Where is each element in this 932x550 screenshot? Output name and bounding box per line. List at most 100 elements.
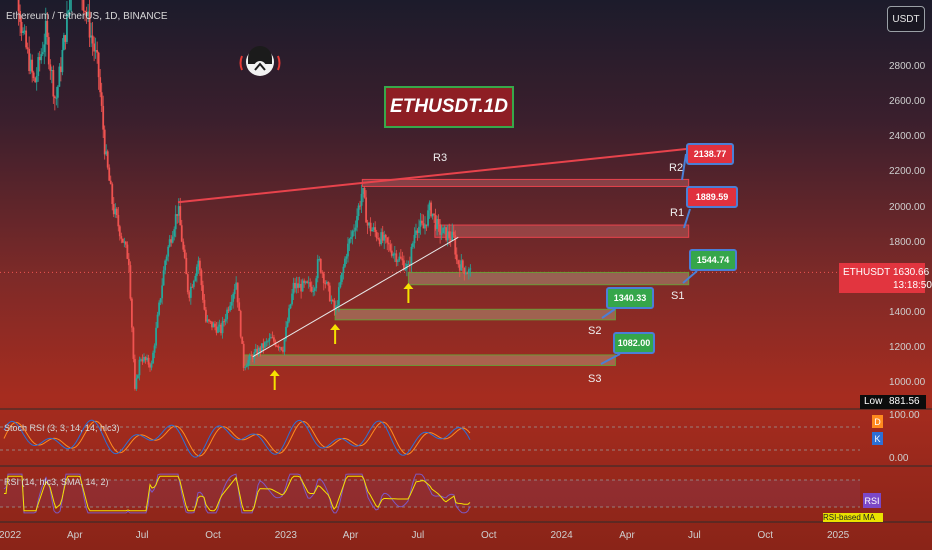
- candle-body: [23, 30, 26, 32]
- candle-body: [372, 227, 375, 230]
- candle-body: [383, 234, 386, 241]
- candle-body: [155, 327, 157, 346]
- candle-body: [244, 367, 247, 369]
- stoch-k-line: [3, 419, 471, 458]
- candle-body: [226, 309, 228, 320]
- symbol-title: Ethereum / TetherUS, 1D, BINANCE: [6, 11, 168, 22]
- author-logo-icon: [239, 46, 281, 76]
- candle-body: [410, 246, 413, 266]
- price-tag-symbol: ETHUSDT: [843, 267, 891, 278]
- candle-body: [248, 355, 251, 361]
- drawn-lines: [177, 146, 698, 358]
- candle-body: [442, 227, 445, 234]
- candle-body: [149, 364, 151, 368]
- candle-body: [52, 70, 55, 97]
- candle-body: [230, 301, 233, 306]
- candle-body: [233, 289, 236, 295]
- candle-body: [132, 327, 135, 359]
- candle-body: [319, 259, 322, 273]
- low-tag-label: Low: [864, 396, 883, 407]
- candle-body: [165, 256, 168, 261]
- candle-body: [359, 205, 361, 207]
- candle-body: [177, 206, 180, 216]
- pane-separators: [0, 271, 932, 523]
- level-label-s1: S1: [671, 290, 685, 302]
- callout-connector: [683, 208, 691, 229]
- candle-body: [90, 35, 93, 38]
- candle-body: [245, 365, 248, 368]
- candle-body: [266, 341, 269, 343]
- candle-body: [235, 282, 238, 290]
- candle-body: [224, 319, 227, 322]
- candle-body: [114, 208, 117, 215]
- candle-body: [88, 11, 91, 38]
- candle-body: [206, 319, 209, 322]
- candle-body: [215, 326, 218, 333]
- candle-body: [392, 254, 395, 256]
- candle-body: [50, 70, 53, 72]
- candle-body: [99, 77, 102, 93]
- candle-body: [117, 215, 120, 227]
- candle-body: [421, 220, 423, 224]
- candle-body: [418, 226, 420, 233]
- candle-body: [297, 283, 300, 288]
- candle-body: [96, 50, 99, 53]
- rsi-band: [0, 480, 860, 507]
- candle-body: [250, 355, 253, 357]
- candle-body: [221, 321, 224, 334]
- last-price-tag: ETHUSDT 1630.66 13:18:50: [839, 263, 932, 293]
- candle-body: [197, 260, 200, 267]
- candle-body: [446, 231, 449, 241]
- rsi-label[interactable]: RSI (14, hlc3, SMA, 14, 2): [4, 477, 109, 487]
- candle-body: [327, 281, 330, 286]
- chart-title-box: ETHUSDT.1D: [384, 86, 514, 128]
- up-arrow-icon: [269, 370, 280, 390]
- candle-body: [200, 270, 203, 286]
- candle-body: [44, 20, 47, 45]
- candle-body: [310, 286, 313, 292]
- quote-currency-button[interactable]: USDT: [887, 6, 925, 32]
- candle-body: [28, 48, 31, 72]
- candle-body: [401, 258, 404, 261]
- level-label-r1: R1: [670, 207, 685, 219]
- candle-body: [180, 225, 183, 242]
- rsi-based-ma-badge: RSI-based MA: [823, 513, 883, 522]
- candle-body: [380, 232, 383, 245]
- time-tick-label: 2023: [274, 530, 297, 541]
- stoch-rsi-label[interactable]: Stoch RSI (3, 3, 14, 14, hlc3): [4, 423, 120, 433]
- candle-body: [393, 253, 396, 255]
- candle-body: [212, 323, 215, 328]
- candle-body: [437, 219, 440, 225]
- low-price-tag: Low 881.56: [860, 395, 926, 409]
- candle-body: [344, 258, 346, 267]
- zone-s2: [334, 308, 616, 321]
- candle-body: [64, 35, 67, 42]
- candle-body: [161, 285, 164, 299]
- candle-body: [265, 341, 268, 343]
- candle-body: [467, 269, 470, 274]
- candle-body: [229, 305, 232, 311]
- candle-body: [19, 10, 21, 22]
- candle-body: [238, 302, 241, 311]
- candle-body: [35, 76, 38, 83]
- time-tick-label: Apr: [66, 530, 83, 541]
- candle-body: [463, 267, 466, 275]
- candle-body: [130, 298, 133, 328]
- candle-body: [289, 304, 292, 309]
- candle-body: [239, 310, 242, 337]
- candle-body: [301, 280, 304, 292]
- candle-body: [22, 31, 25, 33]
- candle-body: [357, 205, 360, 217]
- candle-body: [412, 243, 414, 247]
- candle-body: [365, 197, 367, 223]
- time-tick-label: Jul: [687, 530, 701, 541]
- up-arrows: [269, 283, 414, 390]
- candle-body: [395, 253, 398, 263]
- candle-body: [321, 272, 324, 274]
- candle-body: [144, 357, 147, 361]
- candle-body: [422, 223, 425, 229]
- candle-body: [211, 321, 213, 328]
- candle-body: [451, 231, 454, 241]
